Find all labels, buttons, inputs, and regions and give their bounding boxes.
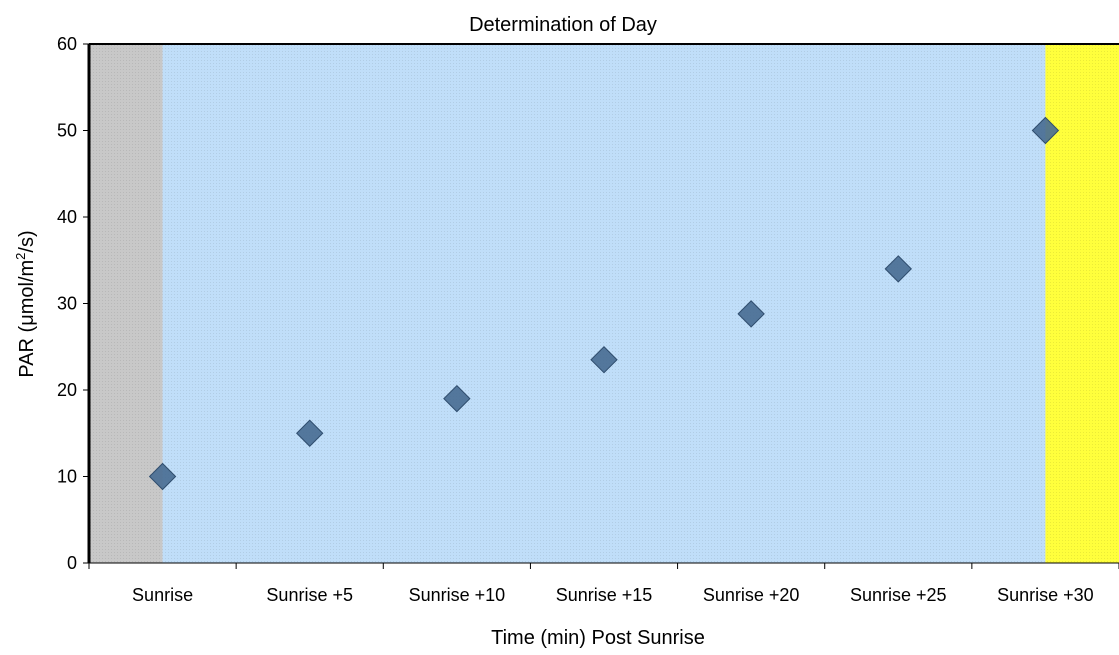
- data-point-marker: [148, 462, 177, 491]
- data-point-marker: [296, 419, 324, 447]
- y-tick-label: 40: [57, 207, 77, 227]
- y-tick-label: 10: [57, 467, 77, 487]
- x-tick-label: Sunrise +15: [556, 585, 653, 605]
- x-axis-title: Time (min) Post Sunrise: [491, 627, 705, 649]
- y-axis-title-superscript: 2: [13, 253, 28, 260]
- y-tick-label: 20: [57, 380, 77, 400]
- y-tick-label: 60: [57, 34, 77, 54]
- data-point-marker: [737, 300, 765, 328]
- y-axis-title-suffix: /s): [16, 230, 38, 252]
- region-texture-day: [1045, 44, 1119, 563]
- chart-title: Determination of Day: [469, 14, 657, 36]
- x-tick-label: Sunrise: [132, 585, 193, 605]
- y-tick-label: 50: [57, 121, 77, 141]
- x-tick-label: Sunrise +25: [850, 585, 947, 605]
- y-tick-label: 0: [67, 553, 77, 573]
- x-tick-label: Sunrise +20: [703, 585, 800, 605]
- data-point-marker: [590, 346, 618, 374]
- axes: 0 10 20 30 40 50 60 Sunrise Sunrise +5 Sunrise +1…: [57, 34, 1119, 605]
- region-texture-night: [89, 44, 163, 563]
- y-tick-label: 30: [57, 294, 77, 314]
- region-texture-twilight: [162, 44, 1046, 563]
- y-axis-title: PAR (μmol/m2/s): [13, 230, 38, 377]
- data-point-marker: [884, 255, 912, 283]
- y-axis-title-main: PAR (μmol/m: [16, 260, 38, 378]
- x-tick-label: Sunrise +10: [409, 585, 506, 605]
- background-regions: [89, 44, 1119, 563]
- data-points: [148, 116, 1060, 491]
- x-tick-label: Sunrise +5: [266, 585, 353, 605]
- data-point-marker: [443, 384, 471, 413]
- data-point-marker: [1031, 116, 1060, 145]
- x-tick-label: Sunrise +30: [997, 585, 1094, 605]
